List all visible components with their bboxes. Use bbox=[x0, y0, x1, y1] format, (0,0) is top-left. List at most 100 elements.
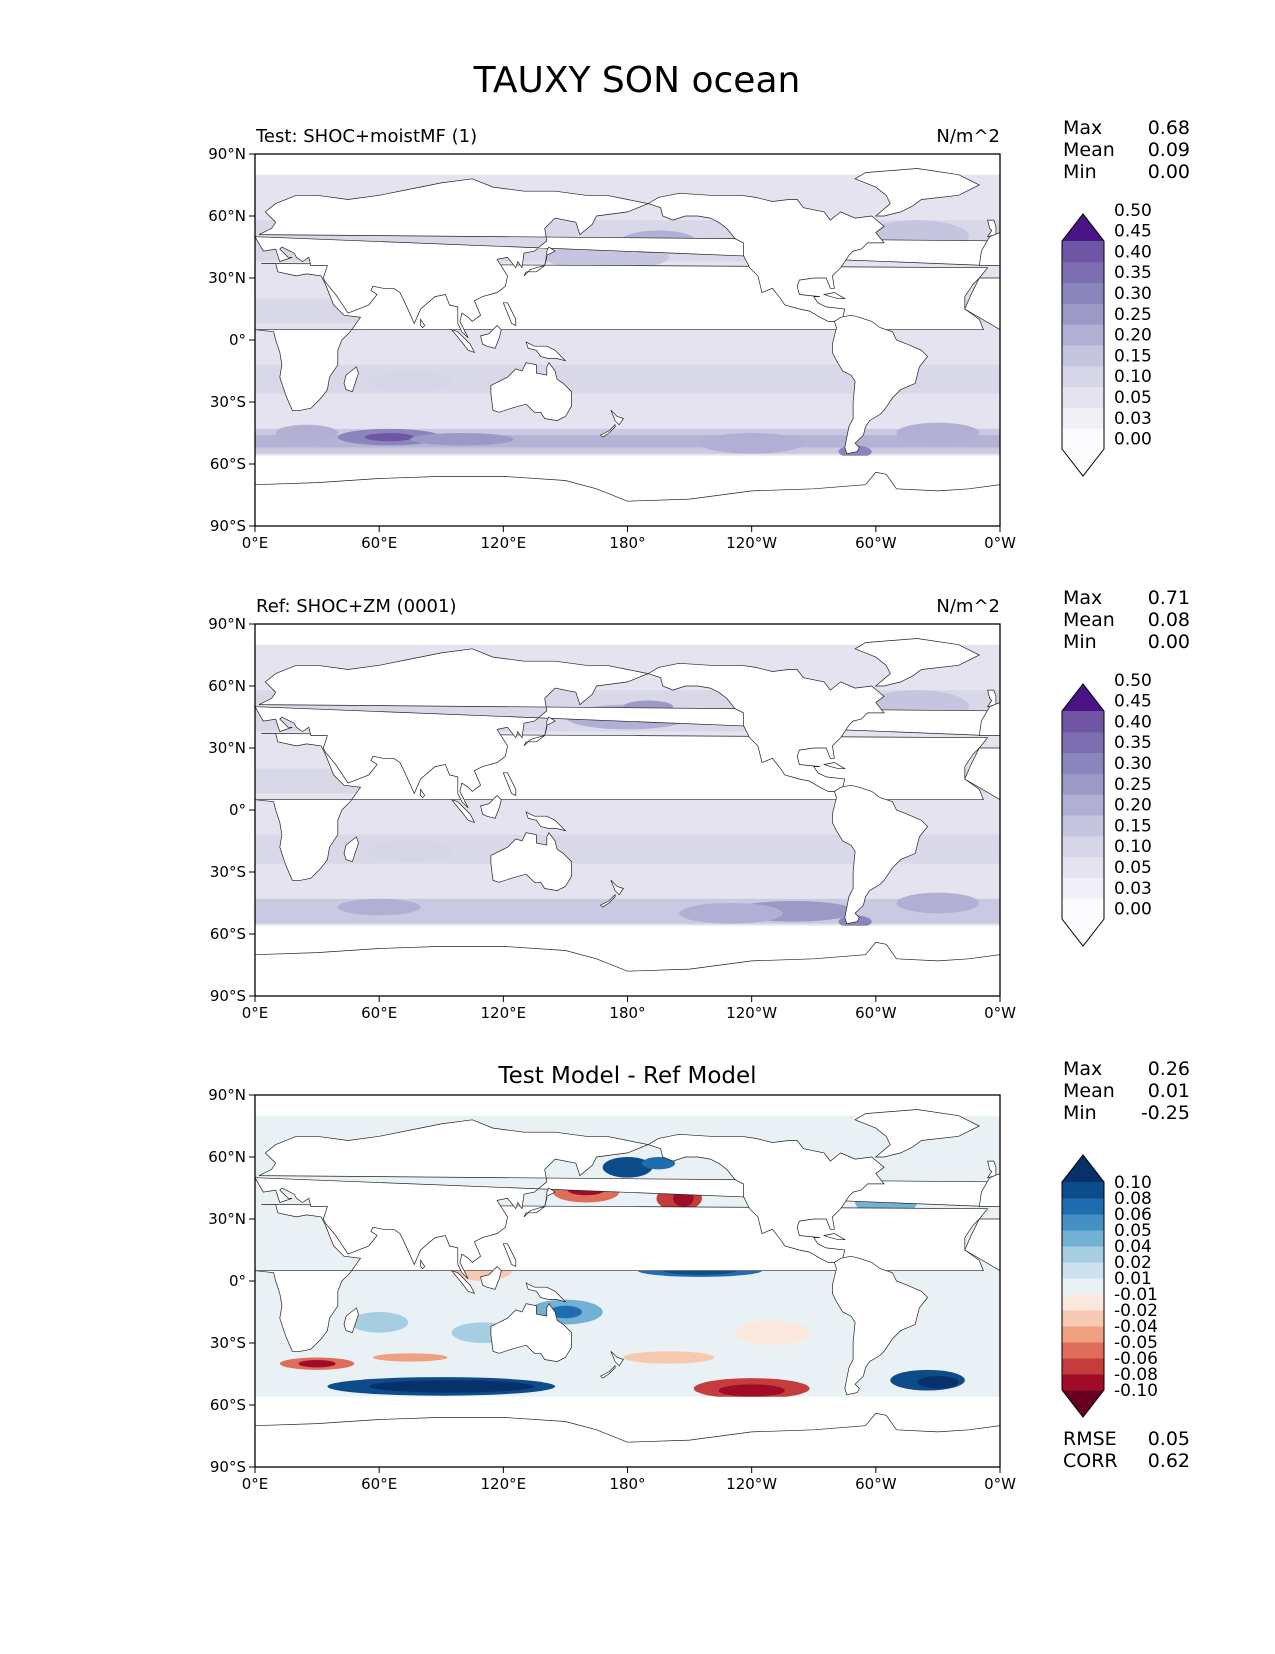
colorbar-segment bbox=[1062, 1374, 1104, 1391]
y-tick-label: 90°S bbox=[210, 517, 246, 535]
landmass-sumatra bbox=[450, 1269, 476, 1295]
panel-ref: 0°E 60°E 120°E 180° 120°W 60°W 0°W 90°N 60°N 30°N… bbox=[208, 587, 1190, 1022]
panel-title-left: Test: SHOC+moistMF (1) bbox=[255, 126, 477, 147]
colorbar-label: 0.35 bbox=[1114, 263, 1152, 283]
coastlines bbox=[254, 168, 1001, 527]
colorbar-label: 0.45 bbox=[1114, 222, 1152, 242]
stat-label: Min bbox=[1063, 161, 1097, 183]
panel-title-left: Ref: SHOC+ZM (0001) bbox=[256, 596, 456, 617]
landmass-nz_north bbox=[610, 1351, 624, 1367]
landmass-nz_south bbox=[599, 1364, 616, 1379]
metric-value: 0.05 bbox=[1148, 1428, 1190, 1450]
landmass-iberia-wrap bbox=[978, 232, 1001, 266]
y-tick-label: 60°N bbox=[208, 1148, 246, 1166]
landmass-japan bbox=[523, 716, 556, 747]
colorbar-label: 0.50 bbox=[1114, 671, 1152, 691]
colorbar-segment bbox=[1062, 1230, 1104, 1247]
y-tick-label: 90°S bbox=[210, 987, 246, 1005]
x-tick-label: 60°E bbox=[361, 1004, 397, 1022]
landmass-sri_lanka bbox=[420, 318, 426, 329]
x-tick-label: 120°W bbox=[726, 1475, 777, 1493]
y-tick-label: 30°S bbox=[210, 863, 246, 881]
landmass-nz_north bbox=[610, 410, 624, 426]
landmass-new_guinea bbox=[525, 341, 567, 362]
y-tick-label: 30°N bbox=[208, 1210, 246, 1228]
stat-value: 0.26 bbox=[1148, 1058, 1190, 1080]
landmass-borneo bbox=[480, 795, 502, 819]
landmass-cuba bbox=[822, 1233, 847, 1241]
x-tick-label: 0°W bbox=[984, 534, 1016, 552]
colorbar-label: 0.03 bbox=[1114, 409, 1152, 429]
x-tick-label: 120°W bbox=[726, 1004, 777, 1022]
colorbar-label: 0.04 bbox=[1114, 1237, 1152, 1257]
colorbar-label: 0.30 bbox=[1114, 754, 1152, 774]
colorbar-label: 0.15 bbox=[1114, 816, 1152, 836]
landmass-antarctica bbox=[254, 941, 1001, 997]
field-contour bbox=[337, 898, 421, 916]
field-contour bbox=[368, 371, 452, 392]
y-tick-label: 0° bbox=[229, 801, 246, 819]
landmass-japan bbox=[523, 246, 556, 277]
landmass-sri_lanka bbox=[420, 788, 426, 799]
colorbar-segment bbox=[1062, 324, 1104, 346]
colorbar-segment bbox=[1062, 386, 1104, 408]
landmass-antarctica bbox=[254, 471, 1001, 527]
stat-value: 0.08 bbox=[1148, 609, 1190, 631]
stat-value: -0.25 bbox=[1141, 1102, 1190, 1124]
x-tick-label: 0°E bbox=[242, 1004, 269, 1022]
x-tick-label: 120°W bbox=[726, 534, 777, 552]
colorbar-segment bbox=[1062, 365, 1104, 388]
x-tick-label: 0°W bbox=[984, 1475, 1016, 1493]
colorbar-label: 0.50 bbox=[1114, 201, 1152, 221]
y-tick-label: 90°S bbox=[210, 1458, 246, 1476]
colorbar-label: 0.30 bbox=[1114, 284, 1152, 304]
coastlines bbox=[254, 1109, 1001, 1468]
stat-label: Max bbox=[1063, 1058, 1102, 1080]
colorbar-segment bbox=[1062, 815, 1104, 837]
colorbar-label: -0.02 bbox=[1114, 1301, 1158, 1321]
colorbar-label: -0.10 bbox=[1114, 1381, 1158, 1401]
colorbar-segment bbox=[1062, 1294, 1104, 1311]
landmass-britain bbox=[986, 1160, 997, 1179]
x-tick-label: 180° bbox=[609, 534, 645, 552]
colorbar-label: 0.40 bbox=[1114, 242, 1152, 262]
colorbar-label: 0.20 bbox=[1114, 326, 1152, 346]
colorbar-segment bbox=[1062, 1310, 1104, 1327]
stat-label: Max bbox=[1063, 587, 1102, 609]
colorbar: 0.000.030.050.100.150.200.250.300.350.40… bbox=[1061, 671, 1152, 947]
landmass-sri_lanka bbox=[420, 1259, 426, 1270]
field-contour bbox=[679, 903, 783, 924]
y-tick-label: 60°S bbox=[210, 1396, 246, 1414]
stat-value: 0.09 bbox=[1148, 139, 1190, 161]
colorbar-segment bbox=[1062, 282, 1104, 304]
stat-label: Mean bbox=[1063, 1080, 1115, 1102]
colorbar-label: 0.05 bbox=[1114, 858, 1152, 878]
colorbar-label: 0.03 bbox=[1114, 879, 1152, 899]
colorbar-label: -0.05 bbox=[1114, 1333, 1158, 1353]
colorbar-segment bbox=[1062, 261, 1104, 284]
field-contour bbox=[641, 1157, 676, 1170]
colorbar-extend-max bbox=[1062, 684, 1104, 711]
y-tick-label: 30°N bbox=[208, 739, 246, 757]
colorbar-segment bbox=[1062, 1342, 1104, 1359]
stat-value: 0.68 bbox=[1148, 117, 1190, 139]
landmass-europe_asia bbox=[254, 1119, 997, 1280]
landmass-cuba bbox=[822, 292, 847, 300]
stat-label: Mean bbox=[1063, 609, 1115, 631]
colorbar-label: 0.05 bbox=[1114, 1221, 1152, 1241]
field-contour bbox=[364, 433, 415, 442]
colorbar-segment bbox=[1062, 856, 1104, 878]
stat-value: 0.71 bbox=[1148, 587, 1190, 609]
y-tick-label: 60°N bbox=[208, 677, 246, 695]
field-contour bbox=[548, 1305, 582, 1319]
landmass-nz_north bbox=[610, 880, 624, 896]
landmass-greenland bbox=[854, 1109, 981, 1158]
colorbar-segment bbox=[1062, 345, 1104, 367]
stat-label: Min bbox=[1063, 1102, 1097, 1124]
colorbar-outline bbox=[1061, 683, 1105, 947]
colorbar-segment bbox=[1062, 1326, 1104, 1343]
colorbar-segment bbox=[1062, 835, 1104, 858]
colorbar-label: 0.25 bbox=[1114, 305, 1152, 325]
colorbar-segment bbox=[1062, 407, 1104, 429]
colorbar-segment bbox=[1062, 1182, 1104, 1199]
